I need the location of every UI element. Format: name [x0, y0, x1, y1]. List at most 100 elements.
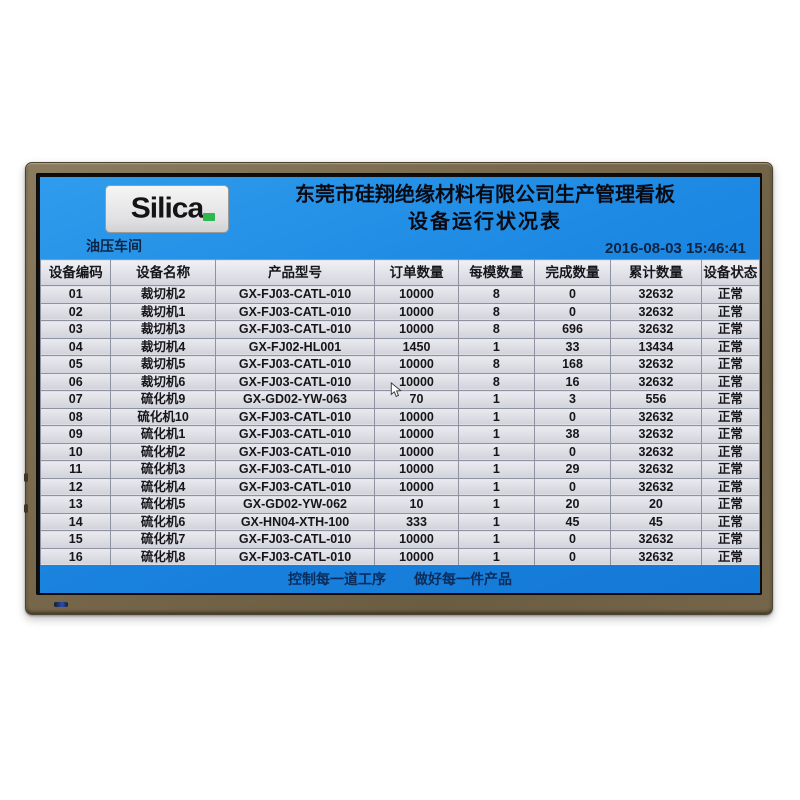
dashboard-screen: Silica 东莞市硅翔绝缘材料有限公司生产管理看板 设备运行状况表 油压车间 …	[40, 177, 760, 593]
table-cell: 20	[533, 495, 612, 514]
table-cell: 20	[610, 495, 702, 514]
table-cell: 10	[374, 495, 459, 514]
table-row: 05 裁切机5 GX-FJ03-CATL-010 10000 8 168 32632 正常	[40, 355, 760, 374]
table-cell: 1450	[374, 337, 459, 356]
table-cell: 32632	[610, 425, 702, 444]
column-header: 完成数量	[533, 259, 612, 286]
table-cell: 10000	[374, 407, 459, 426]
table-cell: 裁切机2	[110, 285, 216, 304]
table-cell: 1	[457, 512, 535, 531]
table-cell: 硫化机8	[110, 547, 216, 565]
table-cell: GX-FJ02-HL001	[214, 337, 376, 356]
table-cell: 10000	[374, 477, 459, 496]
table-cell: 正常	[700, 285, 760, 304]
table-cell: 32632	[610, 547, 702, 565]
table-cell: 10000	[374, 442, 459, 461]
table-cell: 10	[40, 442, 112, 461]
table-cell: 正常	[700, 442, 760, 461]
table-cell: 1	[457, 337, 535, 356]
table-cell: 09	[40, 425, 112, 444]
table-cell: 33	[533, 337, 612, 356]
table-cell: 04	[40, 337, 112, 356]
table-cell: 正常	[700, 302, 760, 321]
column-header: 产品型号	[214, 259, 376, 286]
bezel-side-button	[24, 473, 28, 482]
table-cell: 12	[40, 477, 112, 496]
table-row: 09 硫化机1 GX-FJ03-CATL-010 10000 1 38 32632 正常	[40, 425, 760, 444]
table-cell: 556	[610, 390, 702, 409]
footer-slogan: 控制每一道工序 做好每一件产品	[288, 571, 512, 587]
table-cell: 硫化机1	[110, 425, 216, 444]
table-row: 14 硫化机6 GX-HN04-XTH-100 333 1 45 45 正常	[40, 512, 760, 531]
brand-logo: Silica	[105, 185, 229, 233]
table-cell: 硫化机4	[110, 477, 216, 496]
table-cell: 8	[457, 355, 535, 374]
table-cell: 硫化机6	[110, 512, 216, 531]
table-cell: 05	[40, 355, 112, 374]
table-cell: 裁切机6	[110, 372, 216, 391]
table-cell: GX-FJ03-CATL-010	[214, 530, 376, 549]
table-header-row: 设备编码 设备名称 产品型号 订单数量 每模数量 完成数量 累计数量 设备状态	[40, 259, 760, 286]
table-cell: 38	[533, 425, 612, 444]
table-cell: 正常	[700, 530, 760, 549]
table-cell: 裁切机3	[110, 320, 216, 339]
table-cell: 裁切机1	[110, 302, 216, 321]
table-cell: 0	[533, 547, 612, 565]
table-cell: 8	[457, 285, 535, 304]
page-title: 东莞市硅翔绝缘材料有限公司生产管理看板	[295, 184, 675, 206]
table-cell: GX-FJ03-CATL-010	[214, 460, 376, 479]
table-cell: 正常	[700, 337, 760, 356]
table-cell: 1	[457, 425, 535, 444]
table-cell: 正常	[700, 407, 760, 426]
column-header: 设备状态	[700, 259, 760, 286]
table-cell: 0	[533, 407, 612, 426]
table-cell: 10000	[374, 530, 459, 549]
table-cell: GX-FJ03-CATL-010	[214, 320, 376, 339]
table-cell: 1	[457, 390, 535, 409]
brand-logo-text: Silica	[130, 192, 204, 225]
table-cell: 3	[533, 390, 612, 409]
table-cell: 1	[457, 547, 535, 565]
table-cell: GX-GD02-YW-062	[214, 495, 376, 514]
table-cell: 32632	[610, 442, 702, 461]
table-cell: 硫化机3	[110, 460, 216, 479]
table-row: 13 硫化机5 GX-GD02-YW-062 10 1 20 20 正常	[40, 495, 760, 514]
table-cell: 硫化机9	[110, 390, 216, 409]
table-cell: 10000	[374, 460, 459, 479]
table-cell: 硫化机10	[110, 407, 216, 426]
table-cell: 正常	[700, 547, 760, 565]
table-body: 01 裁切机2 GX-FJ03-CATL-010 10000 8 0 32632 正常 02 裁切…	[40, 285, 760, 565]
column-header: 每模数量	[457, 259, 535, 286]
table-cell: 正常	[700, 425, 760, 444]
table-cell: 硫化机7	[110, 530, 216, 549]
table-cell: 15	[40, 530, 112, 549]
table-cell: GX-HN04-XTH-100	[214, 512, 376, 531]
column-header: 设备名称	[110, 259, 216, 286]
table-row: 16 硫化机8 GX-FJ03-CATL-010 10000 1 0 32632 正常	[40, 547, 760, 565]
table-cell: 裁切机5	[110, 355, 216, 374]
table-cell: GX-FJ03-CATL-010	[214, 355, 376, 374]
table-cell: 0	[533, 285, 612, 304]
workshop-label: 油压车间	[86, 238, 142, 254]
datetime-display: 2016-08-03 15:46:41	[605, 240, 746, 257]
table-cell: 硫化机2	[110, 442, 216, 461]
table-cell: 正常	[700, 477, 760, 496]
table-cell: 16	[40, 547, 112, 565]
table-cell: 02	[40, 302, 112, 321]
table-cell: 32632	[610, 530, 702, 549]
table-row: 11 硫化机3 GX-FJ03-CATL-010 10000 1 29 32632 正常	[40, 460, 760, 479]
equipment-table-zone: 设备编码 设备名称 产品型号 订单数量 每模数量 完成数量 累计数量 设备状态 01 裁切机2 G…	[40, 259, 760, 565]
table-cell: 8	[457, 320, 535, 339]
table-cell: 29	[533, 460, 612, 479]
table-cell: 07	[40, 390, 112, 409]
equipment-table: 设备编码 设备名称 产品型号 订单数量 每模数量 完成数量 累计数量 设备状态 01 裁切机2 G…	[40, 259, 760, 565]
table-row: 02 裁切机1 GX-FJ03-CATL-010 10000 8 0 32632 正常	[40, 302, 760, 321]
table-cell: 10000	[374, 285, 459, 304]
brand-logo-green-square	[203, 213, 215, 221]
table-cell: 正常	[700, 512, 760, 531]
table-cell: 01	[40, 285, 112, 304]
table-cell: 32632	[610, 320, 702, 339]
table-cell: GX-FJ03-CATL-010	[214, 407, 376, 426]
table-cell: 正常	[700, 390, 760, 409]
table-row: 15 硫化机7 GX-FJ03-CATL-010 10000 1 0 32632 正常	[40, 530, 760, 549]
